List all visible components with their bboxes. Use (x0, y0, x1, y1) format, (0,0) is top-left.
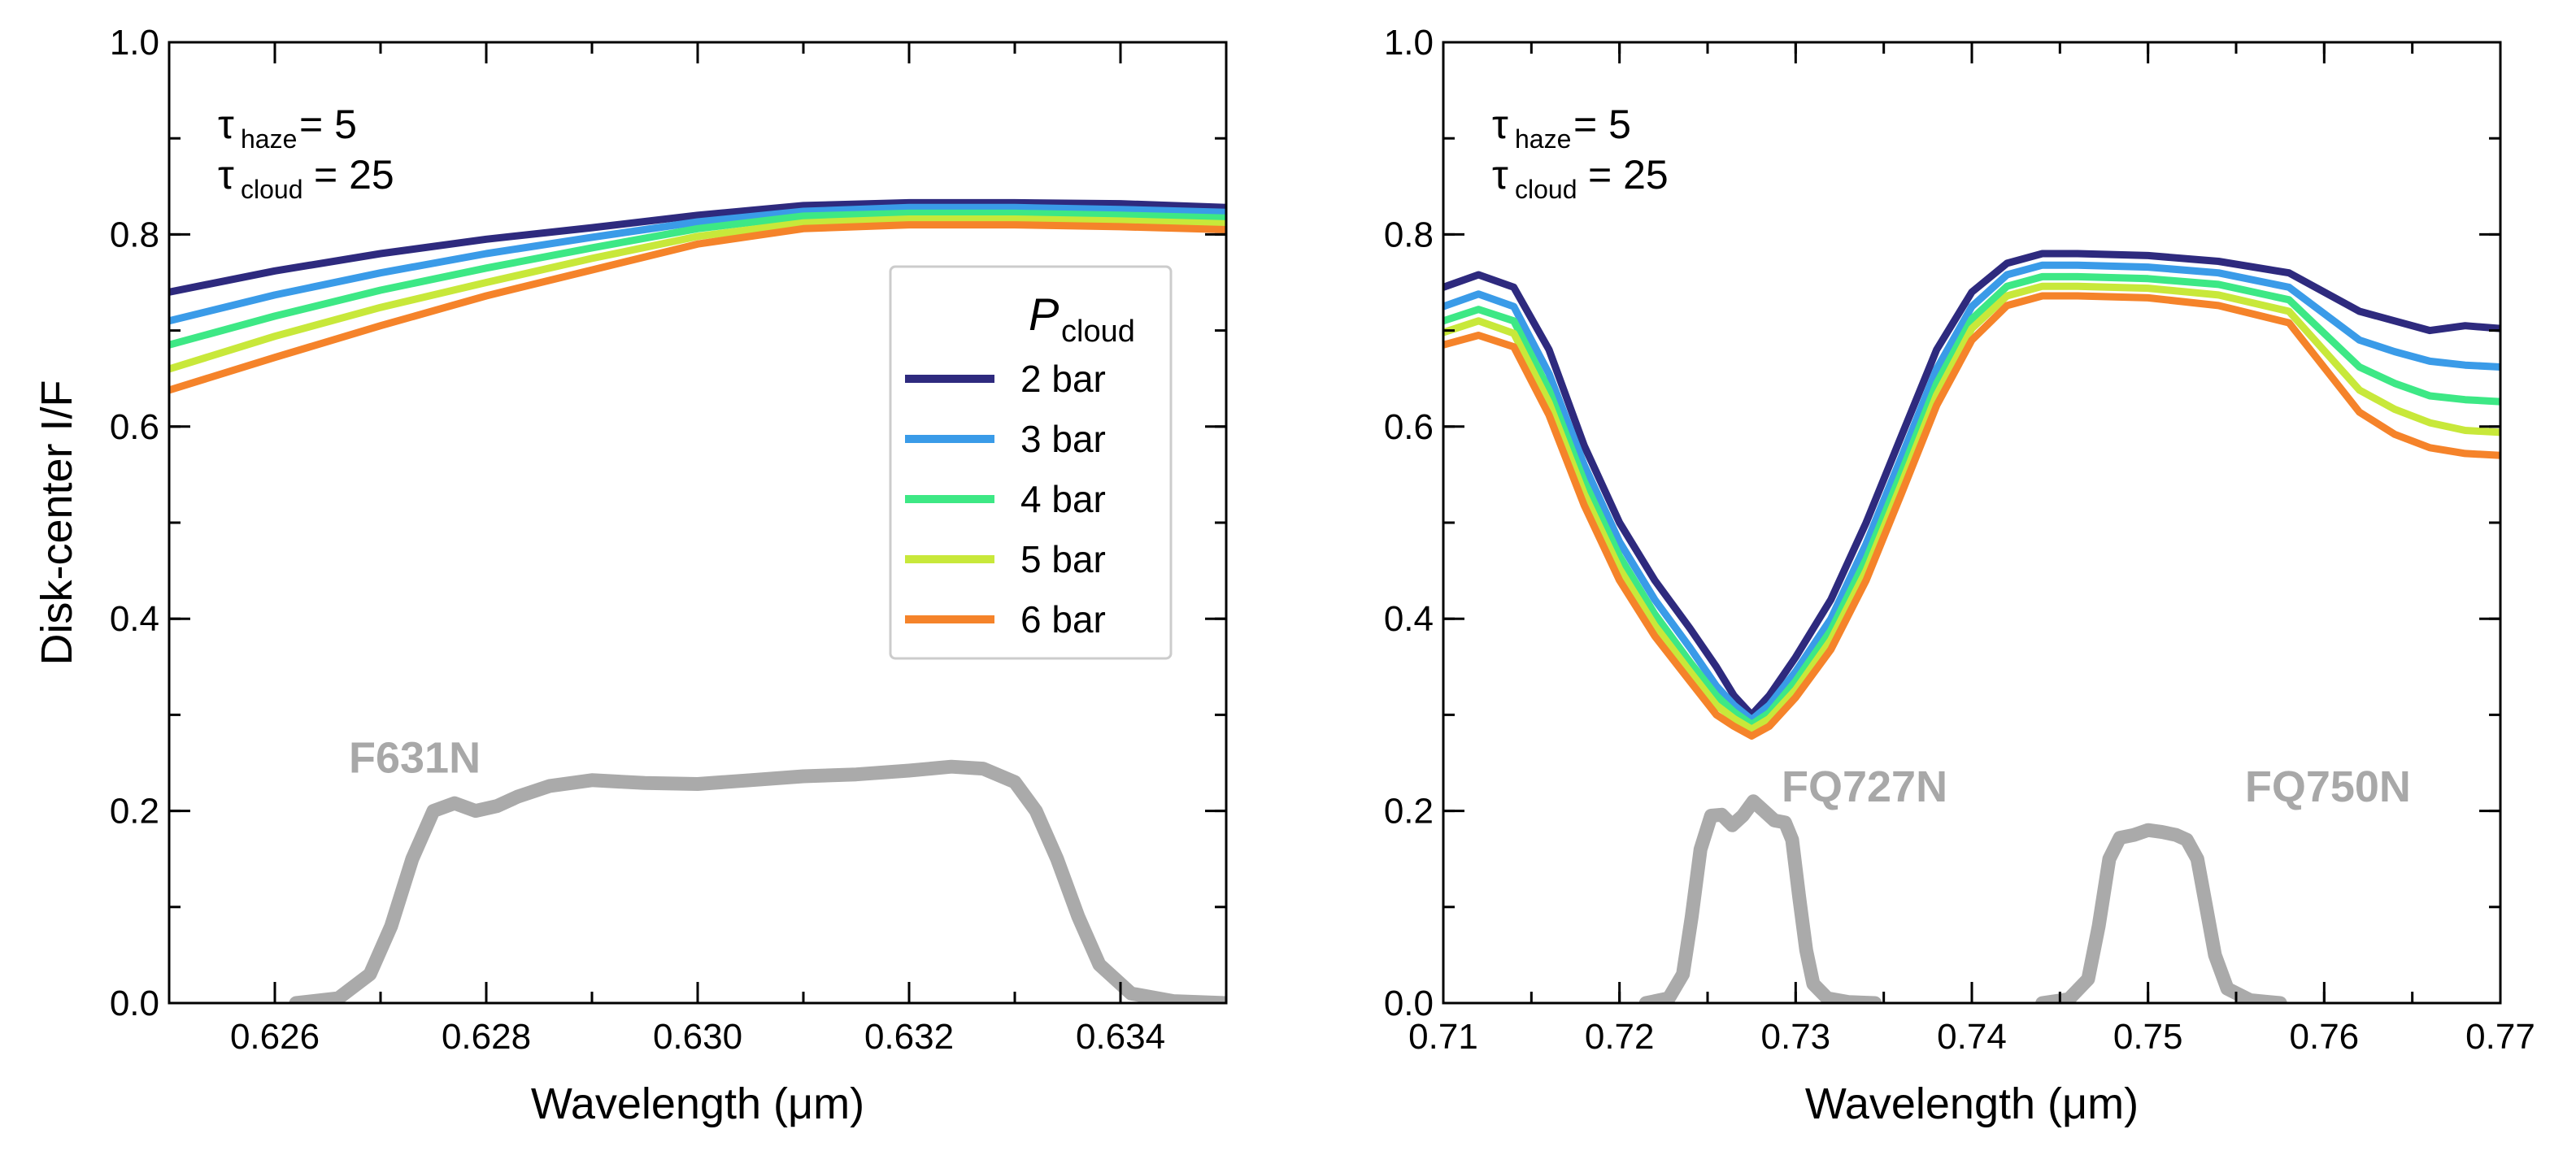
tau-subscript: haze (1515, 124, 1571, 154)
legend-entry: 6 bar (1020, 598, 1106, 641)
legend-entry: 4 bar (1020, 478, 1106, 520)
x-tick-label: 0.76 (2290, 1017, 2360, 1057)
filter-label: F631N (349, 734, 481, 783)
series-line-5-bar (169, 215, 1226, 373)
x-tick-label: 0.71 (1408, 1017, 1478, 1057)
tau-symbol: τ (218, 102, 234, 147)
tau-value: = 25 (314, 152, 394, 198)
filter-label: FQ750N (2245, 762, 2411, 811)
legend-entry: 3 bar (1020, 418, 1106, 460)
series-line-2-bar (1443, 250, 2500, 719)
filter-curve-F631N (289, 759, 1226, 1003)
tau-subscript: cloud (1515, 175, 1577, 204)
legend-entry: 5 bar (1020, 538, 1106, 580)
series-line-3-bar (169, 203, 1226, 325)
legend-entry: 2 bar (1020, 358, 1106, 400)
tau-subscript: cloud (241, 175, 303, 204)
series-line-4-bar (169, 209, 1226, 349)
tau-subscript: haze (241, 124, 297, 154)
x-tick-label: 0.628 (442, 1017, 531, 1057)
left-panel: F631N 0.626 0.628 0.630 0.632 0.634 0.0 0.2 0.4 0… (33, 23, 1228, 1128)
series-line-6-bar (1443, 292, 2500, 740)
x-tick-label: 0.626 (230, 1017, 320, 1057)
y-tick-label: 1.0 (110, 23, 159, 63)
x-tick-label: 0.72 (1585, 1017, 1655, 1057)
filter-curve-FQ727N (1638, 794, 1882, 1003)
y-tick-label: 0.0 (110, 984, 159, 1023)
x-tick-label: 0.75 (2113, 1017, 2183, 1057)
legend-title-sub: cloud (1061, 315, 1135, 349)
x-tick-label: 0.632 (864, 1017, 954, 1057)
filter-curve-FQ750N (2035, 823, 2287, 1003)
series-line-3-bar (1443, 261, 2500, 723)
right-panel: FQ727N FQ750N 0.71 0.72 0.73 0.74 0.75 0.76 0.77… (1384, 23, 2535, 1128)
filter-label: FQ727N (1782, 762, 1947, 811)
y-tick-label: 0.8 (110, 215, 159, 254)
x-tick-label: 0.630 (653, 1017, 742, 1057)
y-tick-label: 0.4 (110, 599, 159, 639)
tau-value: = 25 (1588, 152, 1669, 198)
series-line-4-bar (1443, 272, 2500, 728)
y-tick-label: 0.6 (110, 407, 159, 447)
x-axis-title: Wavelength (μm) (1805, 1079, 2139, 1128)
y-tick-label: 1.0 (1384, 23, 1434, 63)
tau-symbol: τ (218, 152, 234, 198)
y-tick-label: 0.6 (1384, 407, 1434, 447)
series-line-6-bar (169, 221, 1226, 394)
tau-value: = 5 (1573, 102, 1631, 147)
y-tick-label: 0.8 (1384, 215, 1434, 254)
tau-value: = 5 (299, 102, 357, 147)
y-tick-label: 0.2 (1384, 792, 1434, 832)
y-tick-label: 0.4 (1384, 599, 1434, 639)
x-tick-label: 0.634 (1076, 1017, 1165, 1057)
tau-symbol: τ (1492, 152, 1508, 198)
series-line-2-bar (169, 198, 1226, 296)
x-tick-label: 0.74 (1937, 1017, 2007, 1057)
y-tick-label: 0.2 (110, 792, 159, 832)
x-axis-title: Wavelength (μm) (531, 1079, 864, 1128)
tau-symbol: τ (1492, 102, 1508, 147)
y-tick-label: 0.0 (1384, 984, 1434, 1023)
y-axis-title: Disk-center I/F (33, 380, 81, 665)
x-tick-label: 0.73 (1761, 1017, 1831, 1057)
legend-title: P (1029, 289, 1059, 340)
x-tick-label: 0.77 (2465, 1017, 2535, 1057)
